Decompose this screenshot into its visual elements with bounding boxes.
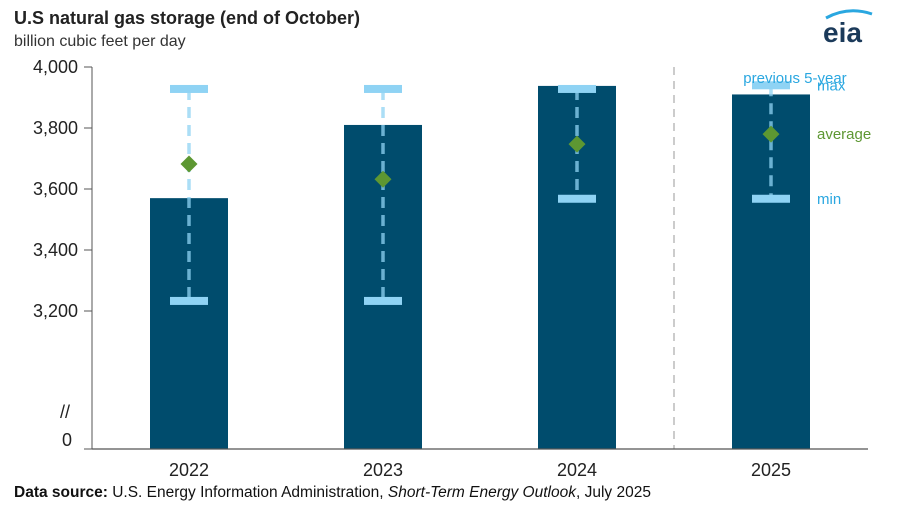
legend-header: previous 5-year xyxy=(743,70,846,87)
x-tick-label-2022: 2022 xyxy=(169,460,209,480)
x-tick-label-2023: 2023 xyxy=(363,460,403,480)
chart-subtitle: billion cubic feet per day xyxy=(14,33,186,50)
legend: previous 5-year max average min xyxy=(743,70,871,208)
y-tick-label: 4,000 xyxy=(33,57,78,77)
data-source-note: Data source: U.S. Energy Information Adm… xyxy=(14,484,651,502)
chart-title: U.S natural gas storage (end of October) xyxy=(14,8,360,28)
y-tick-label: 3,400 xyxy=(33,240,78,260)
average-marker-2024 xyxy=(568,135,586,153)
y-tick-zero: 0 xyxy=(62,430,72,450)
x-tick-label-2025: 2025 xyxy=(751,460,791,480)
max-marker-2024 xyxy=(558,84,596,93)
min-marker-2023 xyxy=(364,296,402,305)
legend-min-label: min xyxy=(817,191,841,208)
y-axis: 4,000 3,800 3,600 3,400 3,200 xyxy=(33,57,93,450)
max-marker-2022 xyxy=(170,84,208,93)
data-source-publication: Short-Term Energy Outlook xyxy=(387,484,576,501)
range-markers xyxy=(170,81,790,305)
logo-text: eia xyxy=(823,17,862,48)
data-source-date: , July 2025 xyxy=(575,484,651,501)
max-marker-2025 xyxy=(752,81,790,90)
data-source-text: U.S. Energy Information Administration, xyxy=(107,484,388,501)
average-marker-2025 xyxy=(762,125,780,143)
y-tick-label: 3,800 xyxy=(33,118,78,138)
min-marker-2022 xyxy=(170,296,208,305)
bars xyxy=(150,85,810,449)
y-tick-label: 3,600 xyxy=(33,179,78,199)
legend-max-label: max xyxy=(817,77,846,94)
data-source-label: Data source: xyxy=(14,484,108,501)
legend-average-label: average xyxy=(817,126,871,143)
axis-break-symbol: // xyxy=(60,402,70,422)
logo-swoosh-icon xyxy=(825,9,873,20)
y-tick-label: 3,200 xyxy=(33,301,78,321)
x-axis: 2022 2023 2024 2025 xyxy=(169,460,791,480)
bar-2025 xyxy=(732,94,810,449)
average-marker-2022 xyxy=(180,155,198,173)
max-marker-2023 xyxy=(364,84,402,93)
min-marker-2024 xyxy=(558,194,596,203)
average-marker-2023 xyxy=(374,170,392,188)
min-marker-2025 xyxy=(752,194,790,203)
eia-logo: eia xyxy=(823,9,873,48)
chart-canvas: U.S natural gas storage (end of October)… xyxy=(14,8,873,480)
x-tick-label-2024: 2024 xyxy=(557,460,597,480)
